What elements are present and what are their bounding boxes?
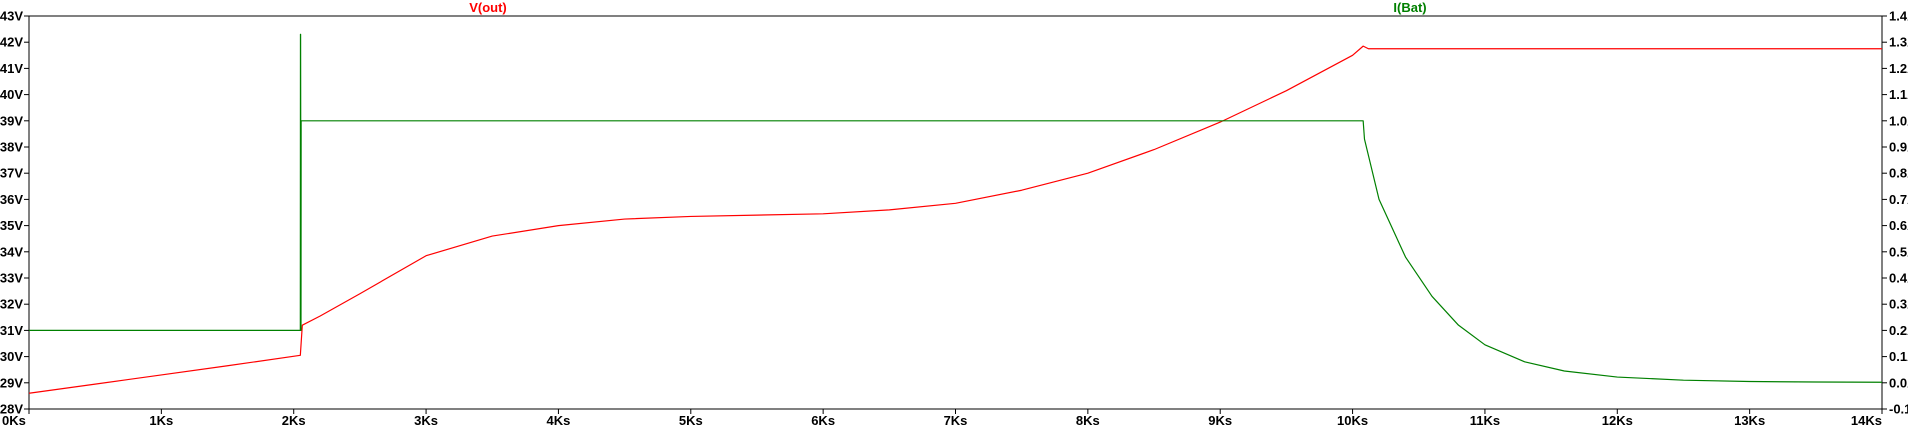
right-tick-label: 1.2A xyxy=(1889,61,1908,76)
left-tick-label: 38V xyxy=(0,140,23,155)
right-tick-label: 1.3A xyxy=(1889,35,1908,50)
right-tick-label: 1.0A xyxy=(1889,113,1908,128)
trace-title-v-out[interactable]: V(out) xyxy=(469,0,507,15)
left-tick-label: 33V xyxy=(0,271,23,286)
left-tick-label: 32V xyxy=(0,297,23,312)
left-axis-ticks: 28V 29V 30V 31V 32V 33V 34V 35V 36V 37V 38V 39V 40V 4… xyxy=(0,9,29,417)
bottom-tick-label: 1Ks xyxy=(149,413,173,427)
bottom-tick-label: 10Ks xyxy=(1337,413,1368,427)
traces xyxy=(28,33,1883,394)
right-axis-ticks: -0.1A 0.0A 0.1A 0.2A 0.3A 0.4A 0.5A 0.6A 0.7A 0.8… xyxy=(1882,9,1908,417)
left-tick-label: 29V xyxy=(0,375,23,390)
bottom-tick-label: 12Ks xyxy=(1602,413,1633,427)
bottom-tick-label: 9Ks xyxy=(1208,413,1232,427)
bottom-tick-label: 4Ks xyxy=(546,413,570,427)
right-tick-label: 0.0A xyxy=(1889,375,1908,390)
bottom-tick-label: 6Ks xyxy=(811,413,835,427)
left-tick-label: 37V xyxy=(0,166,23,181)
right-tick-label: 0.8A xyxy=(1889,166,1908,181)
series-line-v-out xyxy=(28,45,1882,394)
bottom-tick-label: 14Ks xyxy=(1851,413,1882,427)
bottom-tick-label: 7Ks xyxy=(944,413,968,427)
right-tick-label: 0.7A xyxy=(1889,192,1908,207)
left-tick-label: 43V xyxy=(0,9,23,24)
left-tick-label: 31V xyxy=(0,323,23,338)
bottom-tick-label: 3Ks xyxy=(414,413,438,427)
left-tick-label: 40V xyxy=(0,87,23,102)
right-tick-label: 0.9A xyxy=(1889,140,1908,155)
trace-title-i-bat[interactable]: I(Bat) xyxy=(1393,0,1426,15)
left-tick-label: 30V xyxy=(0,349,23,364)
left-tick-label: 36V xyxy=(0,192,23,207)
right-tick-label: 0.1A xyxy=(1889,349,1908,364)
series-line-i-bat xyxy=(29,33,1883,383)
right-tick-label: 1.1A xyxy=(1889,87,1908,102)
left-tick-label: 28V xyxy=(0,402,23,417)
bottom-tick-label: 8Ks xyxy=(1076,413,1100,427)
plot-frame xyxy=(28,15,1883,410)
right-tick-label: 0.4A xyxy=(1889,271,1908,286)
bottom-tick-label: 11Ks xyxy=(1470,413,1500,427)
left-tick-label: 41V xyxy=(0,61,23,76)
right-tick-label: 0.6A xyxy=(1889,218,1908,233)
right-tick-label: 1.4A xyxy=(1889,9,1908,24)
left-tick-label: 35V xyxy=(0,218,23,233)
bottom-axis-ticks: 0Ks 1Ks 2Ks 3Ks 4Ks 5Ks 6Ks 7Ks 8Ks 9Ks 10Ks 11Ks 12… xyxy=(2,409,1883,427)
left-tick-label: 34V xyxy=(0,244,23,259)
bottom-tick-label: 2Ks xyxy=(282,413,306,427)
left-tick-label: 42V xyxy=(0,35,23,50)
trace-titles: V(out) I(Bat) xyxy=(469,0,1426,15)
left-tick-label: 39V xyxy=(0,113,23,128)
bottom-tick-label: 13Ks xyxy=(1734,413,1765,427)
bottom-tick-label: 0Ks xyxy=(2,413,26,427)
right-tick-label: 0.2A xyxy=(1889,323,1908,338)
right-tick-label: -0.1A xyxy=(1889,402,1908,417)
right-tick-label: 0.5A xyxy=(1889,244,1908,259)
bottom-tick-label: 5Ks xyxy=(679,413,703,427)
right-tick-label: 0.3A xyxy=(1889,297,1908,312)
